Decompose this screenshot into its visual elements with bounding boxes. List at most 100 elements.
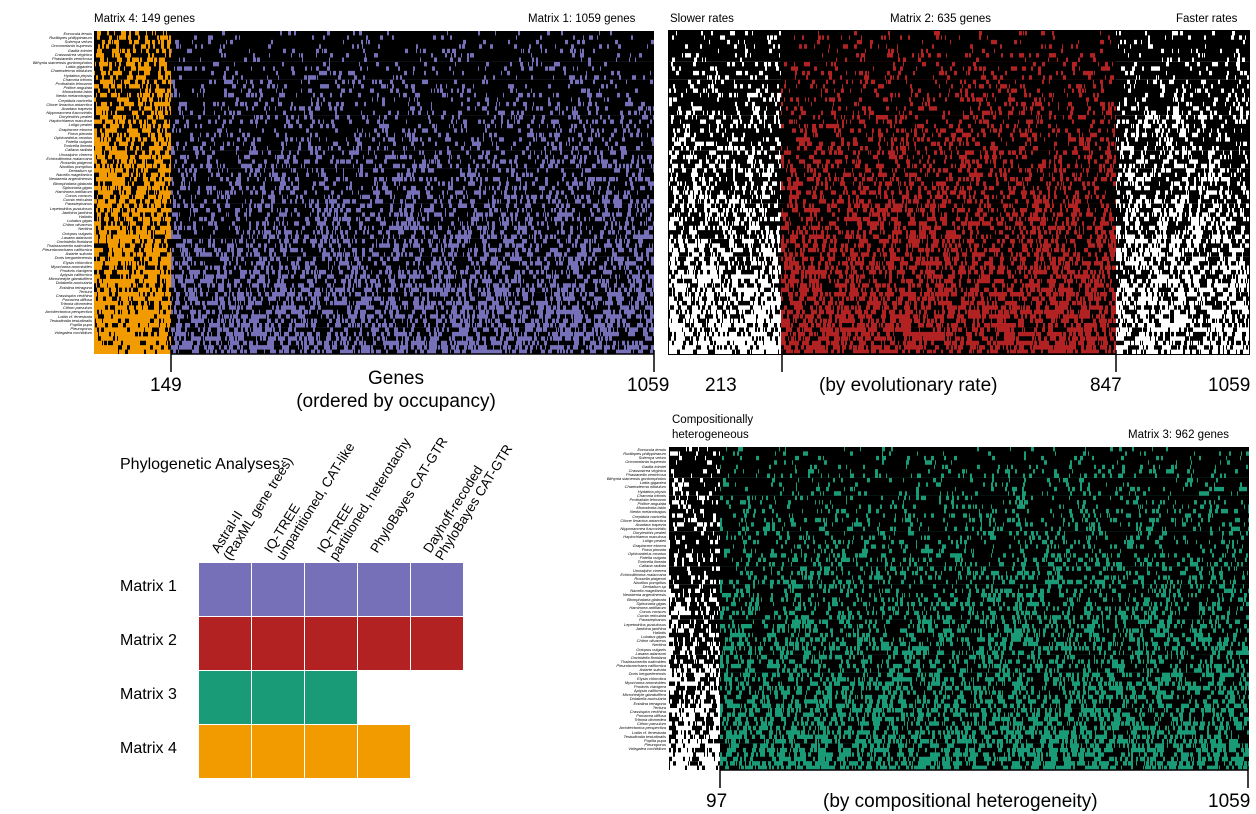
taxon-label: Echinolittorina malaccana: [46, 155, 92, 161]
panel3-axis: [719, 766, 1249, 788]
panel3-label-matrix3: Matrix 3: 962 genes: [1128, 429, 1230, 441]
taxon-label: Microhedyle glandulifera: [48, 276, 92, 282]
analysis-row-label: Matrix 1: [120, 578, 177, 595]
taxon-label: Tritonia diomedea: [634, 717, 666, 723]
taxon-label: Cumia reticulata: [637, 613, 666, 619]
taxon-label: Microhedyle glandulifera: [622, 692, 666, 698]
taxon-label: Haliotis: [78, 213, 92, 219]
taxon-label: Phasianella ventricosa: [625, 471, 666, 477]
taxon-label: Clione limacina antarctica: [46, 101, 92, 107]
analysis-cell: [252, 671, 304, 724]
taxon-label: Parastephanus: [639, 617, 666, 623]
taxon-label: Crassostrea virginica: [54, 51, 92, 57]
taxon-label: Patella vulgata: [65, 139, 92, 145]
taxon-label: Dentalium sp: [642, 584, 666, 590]
taxon-label: Solemya velum: [638, 455, 666, 461]
panel2-label-slower: Slower rates: [670, 13, 734, 25]
panel2-tick-label-1059: 1059: [1208, 375, 1251, 396]
missing-data-marks: [669, 31, 783, 354]
taxon-label: Nerita melanotragus: [629, 509, 666, 515]
taxon-label: Nacella magellanica: [630, 588, 666, 594]
taxon-label: Haliotis: [652, 629, 666, 635]
taxon-label: Tectura: [652, 704, 666, 710]
taxon-label: Uroxalpinx cinerea: [58, 151, 92, 157]
taxon-label: Pleurobranchaea californica: [42, 247, 92, 253]
taxon-label: Onchidella floridana: [630, 654, 666, 660]
taxon-label: Haplochlaena maculosa: [623, 534, 666, 540]
taxon-label: Clione limacina antarctica: [620, 517, 666, 523]
taxon-label: Architectonica perspectiva: [619, 725, 666, 731]
taxon-label: Crepidula navicella: [632, 513, 666, 519]
taxon-label: Nautilus pompilius: [633, 580, 666, 585]
analysis-cell: [305, 563, 357, 616]
analysis-cell: [358, 617, 410, 670]
taxon-label: Lottia cf. fenestrata: [631, 729, 666, 735]
panel2-label-matrix2: Matrix 2: 635 genes: [890, 13, 992, 25]
taxon-label: Neotaenia argentinensis: [622, 592, 666, 598]
taxon-label: Volegalea cochlidium: [54, 330, 92, 336]
analysis-cell: [305, 725, 357, 778]
taxon-label: Janthina janthina: [61, 209, 92, 215]
taxon-label: Dentalium sp: [68, 168, 92, 174]
taxon-label: Prodoris clavigera: [633, 683, 666, 689]
taxon-label: Doryteuthis pealeii: [59, 114, 92, 120]
taxon-label: Haminoea antillarum: [629, 604, 666, 610]
taxon-label: Nipponacmea fuscoviridis: [620, 525, 666, 531]
taxon-label: Chaetoderma nitidulum: [50, 68, 92, 74]
taxon-label: Graptacme eborea: [58, 126, 92, 132]
taxon-label: Prothalotia lehmanni: [55, 80, 92, 86]
taxon-label: Elysia chlorotica: [63, 259, 92, 265]
taxon-label: Bithynia siamensis goniomphalos: [32, 60, 92, 66]
taxon-label: Echinolittorina malaccana: [620, 571, 666, 577]
panel2-tick-label-847: 847: [1090, 375, 1122, 396]
taxon-label: Pupilla pupa: [69, 321, 92, 327]
taxon-label: Myochama anomioides: [50, 263, 92, 269]
taxon-label: Thalassonerita naticoides: [620, 658, 666, 664]
panel3-axis-title: (by compositional heterogeneity): [823, 791, 1098, 812]
panel3-label-left-line2: heterogeneous: [672, 429, 749, 441]
panel1-tick-label-149: 149: [150, 375, 182, 396]
taxon-label: Lobatus gigas: [641, 634, 666, 640]
taxon-label: Loligo pealeii: [68, 122, 92, 128]
taxon-label: Ophicardelus ornatus: [53, 134, 92, 140]
taxon-label: Onchidella floridana: [56, 238, 92, 244]
taxon-label: Dolabella auricularia: [629, 696, 666, 702]
taxon-label: Cithon parvulum: [636, 721, 666, 727]
taxon-label: Anadara trapezia: [61, 105, 92, 111]
taxon-label: Crepidula navicella: [58, 97, 92, 103]
taxon-label: Lasaea adansoni: [61, 234, 92, 240]
taxon-label: Biomphalaria glabrata: [627, 596, 666, 602]
taxon-label: Gadila tolmiei: [67, 47, 92, 53]
taxon-label: Rossella pidgeoni: [634, 575, 666, 581]
taxon-label: Pleuroporus: [644, 742, 666, 748]
analysis-cell: [199, 671, 251, 724]
taxon-label: Graptacme eborea: [632, 542, 666, 548]
taxon-label: Rudilapes philippinarum: [49, 35, 92, 41]
taxon-label: Lepetodrilus pustulosus: [49, 205, 92, 211]
analysis-cell: [252, 563, 304, 616]
taxon-label: Prodoris clavigera: [59, 267, 92, 273]
panel3-label-left-line1: Compositionally: [672, 414, 754, 426]
taxon-label: Thalassonerita naticoides: [46, 242, 92, 248]
taxon-label: Pleurobranchaea californica: [616, 663, 666, 669]
taxon-label: Biomphalaria glabrata: [53, 180, 92, 186]
panel2-axis: [781, 350, 1117, 372]
panel1-taxa-list: Ennucula tenuis Rudilapes philippinarum So…: [4, 32, 92, 354]
taxon-label: Conus consors: [639, 609, 666, 615]
analysis-row-label: Matrix 2: [120, 632, 177, 649]
panel1-axis: [170, 350, 655, 372]
taxon-label: Hydatina physis: [637, 488, 666, 494]
taxon-label: Bithynia siamensis goniomphalos: [606, 476, 666, 482]
taxon-label: Astarte sulcata: [639, 667, 666, 673]
taxon-label: Testudinalia testudinalis: [623, 733, 666, 739]
taxon-label: Haminoea antillarum: [55, 188, 92, 194]
taxon-label: Lepetodrilus pustulosus: [623, 621, 666, 627]
panel3-taxa-list: Ennucula tenuis Rudilapes philippinarum So…: [578, 448, 666, 770]
taxon-label: Philine angulata: [63, 85, 92, 91]
taxon-label: Chaetoderma nitidulum: [624, 484, 666, 490]
analysis-cell: [305, 617, 357, 670]
taxon-label: Neritina: [78, 226, 92, 232]
panel3-heatmap-svg: [669, 447, 1249, 770]
panel1-axis-title: Genes: [368, 368, 424, 389]
panel3-heatmap: [669, 447, 1249, 770]
